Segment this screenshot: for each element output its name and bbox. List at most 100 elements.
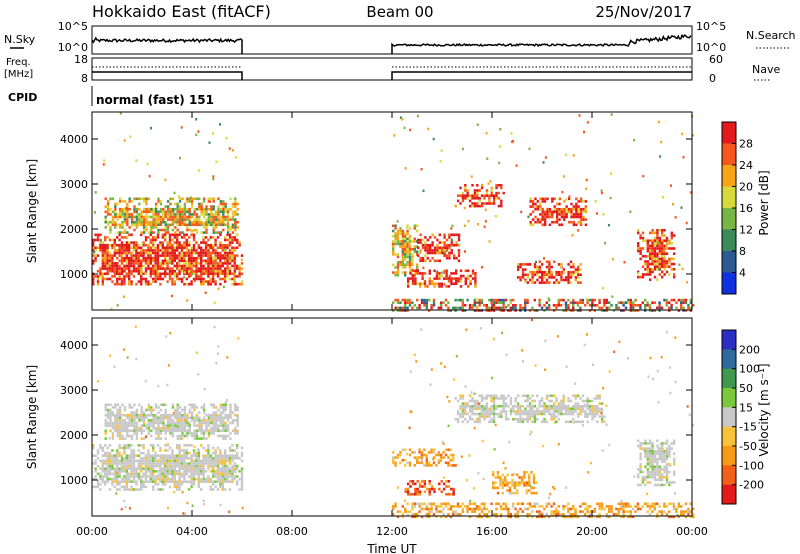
data-cell — [432, 448, 436, 452]
data-cell — [114, 426, 117, 430]
data-cell — [166, 475, 169, 478]
data-cell — [173, 264, 176, 268]
data-cell — [123, 267, 126, 270]
data-cell — [92, 238, 95, 242]
data-cell — [596, 420, 599, 424]
data-cell — [111, 459, 114, 463]
data-cell — [171, 462, 174, 465]
data-cell — [532, 491, 536, 495]
data-cell — [122, 295, 125, 298]
data-cell — [644, 304, 647, 307]
data-cell — [164, 429, 167, 433]
data-cell — [195, 259, 198, 263]
data-cell — [577, 276, 580, 279]
data-cell — [521, 263, 525, 266]
data-cell — [639, 234, 642, 237]
data-cell — [125, 256, 128, 260]
data-cell — [132, 472, 136, 476]
data-cell — [180, 259, 184, 263]
data-cell — [236, 413, 239, 417]
data-cell — [665, 270, 669, 274]
data-cell — [190, 416, 194, 420]
data-cell — [600, 306, 604, 310]
data-cell — [133, 228, 136, 232]
data-cell — [421, 272, 424, 275]
data-cell — [200, 267, 203, 270]
data-cell — [536, 265, 539, 269]
data-cell — [109, 419, 112, 422]
data-cell — [406, 298, 409, 302]
data-cell — [637, 444, 640, 448]
data-cell — [430, 505, 433, 508]
data-cell — [144, 277, 148, 281]
data-cell — [234, 202, 237, 206]
data-cell — [534, 215, 537, 219]
data-cell — [106, 446, 109, 450]
data-cell — [236, 241, 239, 244]
data-cell — [178, 424, 182, 427]
data-cell — [222, 205, 225, 208]
data-cell — [188, 432, 191, 435]
data-cell — [426, 251, 429, 255]
data-cell — [392, 234, 395, 238]
data-cell — [209, 251, 212, 255]
data-cell — [480, 397, 484, 400]
data-cell — [116, 413, 119, 417]
data-cell — [557, 298, 560, 302]
data-cell — [541, 200, 544, 203]
data-cell — [113, 472, 116, 476]
data-cell — [118, 231, 122, 234]
data-cell — [210, 416, 213, 420]
data-cell — [441, 246, 444, 250]
data-cell — [435, 464, 438, 467]
data-cell — [233, 475, 236, 478]
data-cell — [234, 403, 237, 407]
data-cell — [526, 263, 529, 266]
data-cell — [176, 426, 179, 430]
data-cell — [480, 202, 484, 205]
data-cell — [518, 481, 521, 484]
data-cell — [461, 301, 464, 304]
data-cell — [166, 246, 169, 250]
data-cell — [173, 483, 176, 486]
data-cell — [644, 298, 647, 302]
data-cell — [540, 404, 544, 408]
data-cell — [560, 402, 563, 405]
data-cell — [661, 444, 664, 448]
data-cell — [588, 399, 592, 403]
data-cell — [438, 241, 441, 244]
data-cell — [457, 236, 461, 239]
data-cell — [442, 456, 445, 459]
data-cell — [408, 255, 412, 259]
data-cell — [576, 402, 580, 405]
data-cell — [183, 467, 186, 470]
data-cell — [152, 488, 155, 491]
data-cell — [538, 270, 541, 274]
data-cell — [564, 412, 568, 416]
data-cell — [646, 447, 649, 450]
data-cell — [108, 254, 112, 257]
data-cell — [450, 233, 453, 237]
data-cell — [210, 213, 213, 216]
data-cell — [471, 502, 474, 506]
data-cell — [166, 429, 170, 433]
data-cell — [186, 223, 189, 227]
data-cell — [204, 236, 208, 239]
data-cell — [408, 247, 412, 251]
data-cell — [186, 200, 189, 203]
data-cell — [467, 269, 470, 273]
data-cell — [224, 269, 227, 273]
data-cell — [456, 298, 460, 302]
data-cell — [653, 252, 657, 255]
data-cell — [138, 426, 141, 430]
data-cell — [164, 205, 167, 208]
data-cell — [240, 282, 244, 286]
data-cell — [157, 213, 160, 216]
data-cell — [413, 502, 416, 506]
data-cell — [192, 256, 196, 260]
data-cell — [99, 239, 102, 242]
data-cell — [137, 462, 140, 465]
data-cell — [219, 483, 222, 486]
data-cell — [637, 242, 640, 245]
data-cell — [135, 269, 138, 273]
